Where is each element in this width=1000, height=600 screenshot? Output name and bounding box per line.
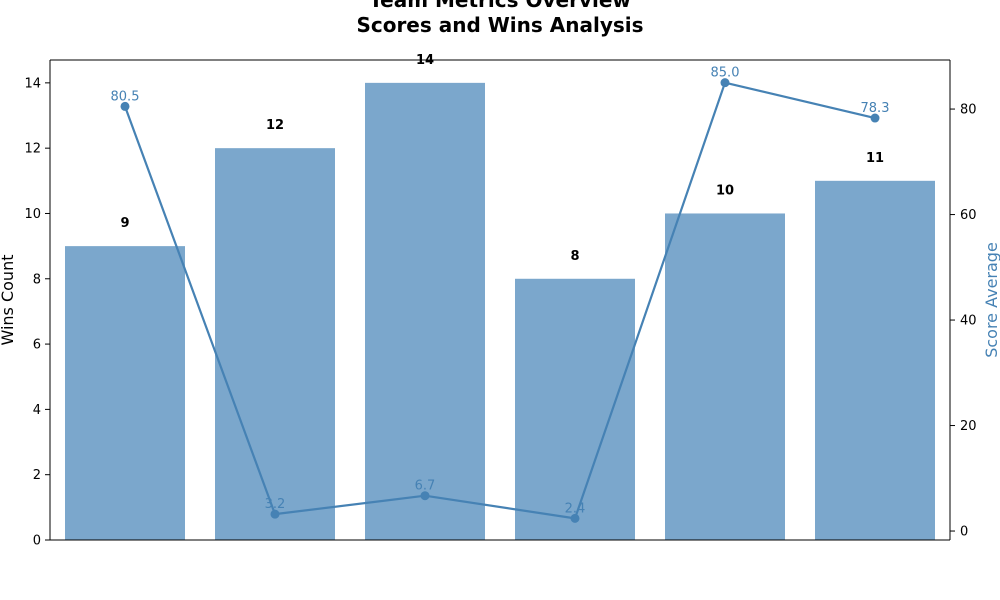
bar-series-wins (65, 82, 935, 541)
y-axis-label-left: Wins Count (0, 255, 17, 346)
score-value-label: 85.0 (711, 66, 740, 81)
bar-2 (215, 148, 335, 540)
left-tick-label: 10 (24, 207, 41, 222)
score-point-3 (420, 491, 430, 501)
bar-4 (515, 278, 635, 540)
bar-value-label: 8 (570, 249, 579, 264)
y-axis-label-right: Score Average (982, 242, 1000, 358)
score-value-label: 2.4 (565, 501, 586, 516)
chart-title-line-1: Team Metrics Overview (369, 0, 631, 12)
score-point-5 (720, 78, 730, 88)
score-value-label: 78.3 (861, 101, 890, 116)
score-point-2 (270, 509, 280, 519)
left-tick-label: 8 (33, 272, 41, 287)
line-series-score (120, 78, 880, 523)
score-point-6 (870, 113, 880, 123)
chart-title-line-2: Scores and Wins Analysis (356, 13, 643, 37)
bar-3 (365, 82, 485, 540)
bar-value-label: 12 (266, 118, 284, 133)
score-line (123, 81, 876, 520)
bar-6 (815, 180, 935, 540)
left-tick-label: 6 (33, 338, 41, 353)
right-tick-label: 60 (960, 208, 977, 223)
left-tick-label: 0 (33, 534, 41, 549)
bar-1 (65, 246, 185, 541)
right-tick-label: 80 (960, 103, 977, 118)
bar-value-label: 11 (866, 151, 884, 166)
right-tick-label: 40 (960, 314, 977, 329)
right-tick-label: 20 (960, 419, 977, 434)
left-tick-label: 12 (24, 142, 41, 157)
bar-value-label: 9 (120, 216, 129, 231)
score-point-1 (120, 101, 130, 111)
bar-value-label: 10 (716, 183, 734, 198)
left-tick-label: 14 (24, 76, 41, 91)
right-tick-label: 0 (960, 525, 968, 540)
bar-5 (665, 213, 785, 540)
bar-value-label: 14 (416, 53, 434, 68)
data-labels: 9 12 14 8 10 11 80.5 3.2 6.7 2.4 85.0 78.3 (111, 53, 890, 517)
right-axis-ticks: 0 20 40 60 80 (950, 103, 977, 540)
left-tick-label: 2 (33, 468, 41, 483)
left-tick-label: 4 (33, 403, 41, 418)
score-value-label: 6.7 (415, 479, 436, 494)
axes (49, 59, 951, 541)
score-point-4 (570, 513, 580, 523)
score-value-label: 3.2 (265, 497, 286, 512)
left-axis-ticks: 0 2 4 6 8 10 12 14 (24, 76, 50, 549)
score-value-label: 80.5 (111, 89, 140, 104)
chart-title: Team Metrics Overview Scores and Wins An… (356, 0, 643, 37)
